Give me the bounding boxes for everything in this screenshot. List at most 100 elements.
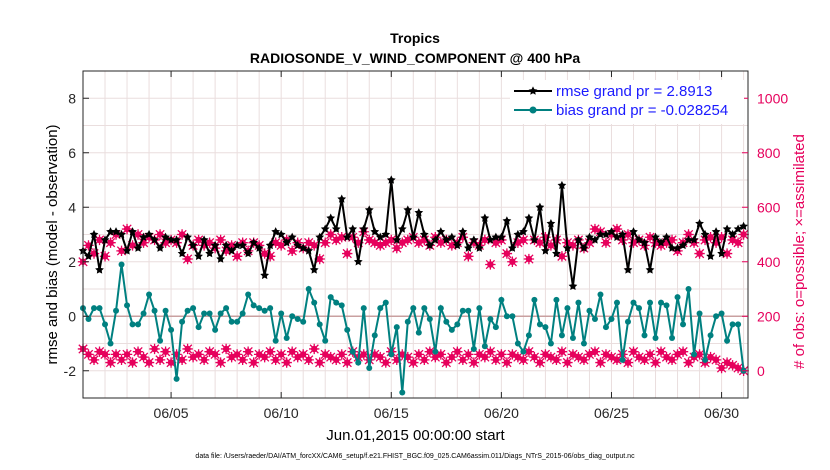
x-tick-label: 06/05 bbox=[154, 405, 189, 421]
bias-point bbox=[564, 305, 571, 312]
obs-marker-cross bbox=[677, 346, 689, 357]
obs-marker-cross bbox=[386, 234, 397, 246]
bias-point bbox=[217, 310, 224, 317]
rmse-point bbox=[497, 232, 506, 241]
obs-marker-cross bbox=[661, 237, 672, 248]
obs-marker-cross bbox=[264, 251, 276, 262]
obs-possible-point bbox=[479, 234, 491, 246]
bias-point bbox=[421, 305, 428, 312]
obs-marker-cross bbox=[149, 343, 160, 355]
obs-marker-cross bbox=[297, 349, 309, 360]
rmse-point bbox=[673, 243, 682, 252]
y-tick-label-right: 1000 bbox=[757, 90, 788, 106]
rmse-point bbox=[739, 221, 748, 231]
obs-assimilated-point bbox=[694, 349, 705, 360]
obs-marker-cross bbox=[611, 354, 623, 366]
bias-point bbox=[107, 340, 114, 347]
obs-marker-cross bbox=[672, 245, 683, 257]
bias-point bbox=[168, 326, 175, 333]
rmse-point bbox=[645, 265, 655, 274]
obs-possible-point bbox=[507, 256, 518, 267]
obs-possible-point bbox=[105, 237, 116, 248]
obs-marker-cross bbox=[375, 240, 386, 251]
obs-marker-cross bbox=[732, 362, 744, 374]
bias-point bbox=[404, 318, 411, 325]
series-obs-assimilated bbox=[77, 343, 749, 376]
obs-marker-cross bbox=[264, 346, 276, 357]
obs-marker-cross bbox=[606, 351, 617, 363]
obs-assimilated-point bbox=[562, 357, 573, 368]
bias-point bbox=[305, 286, 312, 292]
bias-point bbox=[498, 296, 505, 303]
obs-marker-cross bbox=[490, 354, 502, 366]
rmse-point bbox=[183, 232, 192, 241]
obs-marker-cross bbox=[589, 346, 601, 357]
bias-point bbox=[118, 261, 125, 268]
obs-marker-cross bbox=[463, 349, 474, 360]
obs-marker-cross bbox=[94, 346, 105, 357]
bias-point bbox=[691, 351, 698, 358]
obs-marker-cross bbox=[633, 351, 645, 363]
obs-marker-cross bbox=[320, 237, 331, 248]
obs-marker-cross bbox=[303, 237, 314, 248]
obs-marker-cross bbox=[694, 349, 705, 360]
obs-marker-cross bbox=[501, 248, 513, 259]
legend-rmse-label: rmse grand pr = 2.8913 bbox=[556, 83, 712, 100]
bias-point bbox=[492, 324, 499, 331]
obs-marker-cross bbox=[479, 351, 491, 363]
bias-point bbox=[278, 310, 285, 317]
bias-point bbox=[481, 343, 488, 350]
bias-point bbox=[454, 321, 461, 328]
bias-point bbox=[239, 310, 246, 317]
rmse-point bbox=[419, 229, 429, 239]
obs-assimilated-point bbox=[127, 357, 138, 368]
obs-marker-cross bbox=[721, 357, 733, 368]
obs-marker-cross bbox=[275, 240, 287, 251]
obs-marker-cross bbox=[727, 234, 738, 246]
rmse-point bbox=[194, 251, 203, 261]
bias-point bbox=[707, 332, 714, 339]
obs-marker-cross bbox=[457, 232, 469, 243]
bias-point bbox=[591, 315, 598, 322]
bias-point bbox=[685, 286, 692, 292]
rmse-point bbox=[458, 227, 468, 236]
obs-marker-cross bbox=[325, 351, 336, 363]
obs-marker-cross bbox=[622, 357, 634, 368]
obs-marker-cross bbox=[320, 349, 331, 360]
obs-assimilated-point bbox=[677, 346, 689, 357]
obs-marker-cross bbox=[198, 240, 210, 251]
obs-possible-point bbox=[485, 259, 496, 270]
bias-point bbox=[630, 299, 637, 306]
obs-marker-cross bbox=[248, 357, 259, 368]
obs-marker-cross bbox=[622, 229, 634, 240]
y-tick-label-right: 800 bbox=[757, 145, 781, 161]
obs-marker-cross bbox=[584, 349, 595, 360]
obs-assimilated-point bbox=[501, 357, 513, 368]
obs-marker-cross bbox=[716, 232, 727, 243]
rmse-point bbox=[370, 227, 380, 236]
bias-point bbox=[410, 305, 417, 312]
obs-marker-cross bbox=[672, 349, 683, 360]
y-tick-label-left: 0 bbox=[68, 308, 76, 324]
obs-marker-cross bbox=[435, 237, 447, 248]
rmse-point bbox=[722, 224, 732, 233]
chart-title: Tropics bbox=[390, 30, 440, 46]
obs-marker-cross bbox=[116, 245, 127, 257]
bias-point bbox=[415, 329, 422, 336]
rmse-point bbox=[265, 240, 275, 250]
obs-possible-point bbox=[600, 237, 612, 248]
obs-marker-cross bbox=[727, 360, 738, 371]
obs-marker-cross bbox=[512, 351, 524, 363]
obs-possible-point bbox=[683, 229, 694, 240]
rmse-point bbox=[557, 180, 567, 190]
obs-marker-cross bbox=[457, 354, 469, 366]
bias-point bbox=[465, 307, 472, 314]
bias-point bbox=[558, 332, 565, 339]
obs-marker-cross bbox=[237, 354, 248, 366]
rmse-point bbox=[315, 232, 325, 241]
bias-point bbox=[162, 307, 169, 314]
bias-point bbox=[338, 302, 345, 309]
obs-marker-cross bbox=[694, 248, 705, 259]
obs-assimilated-point bbox=[309, 343, 320, 355]
obs-marker-cross bbox=[270, 354, 281, 366]
